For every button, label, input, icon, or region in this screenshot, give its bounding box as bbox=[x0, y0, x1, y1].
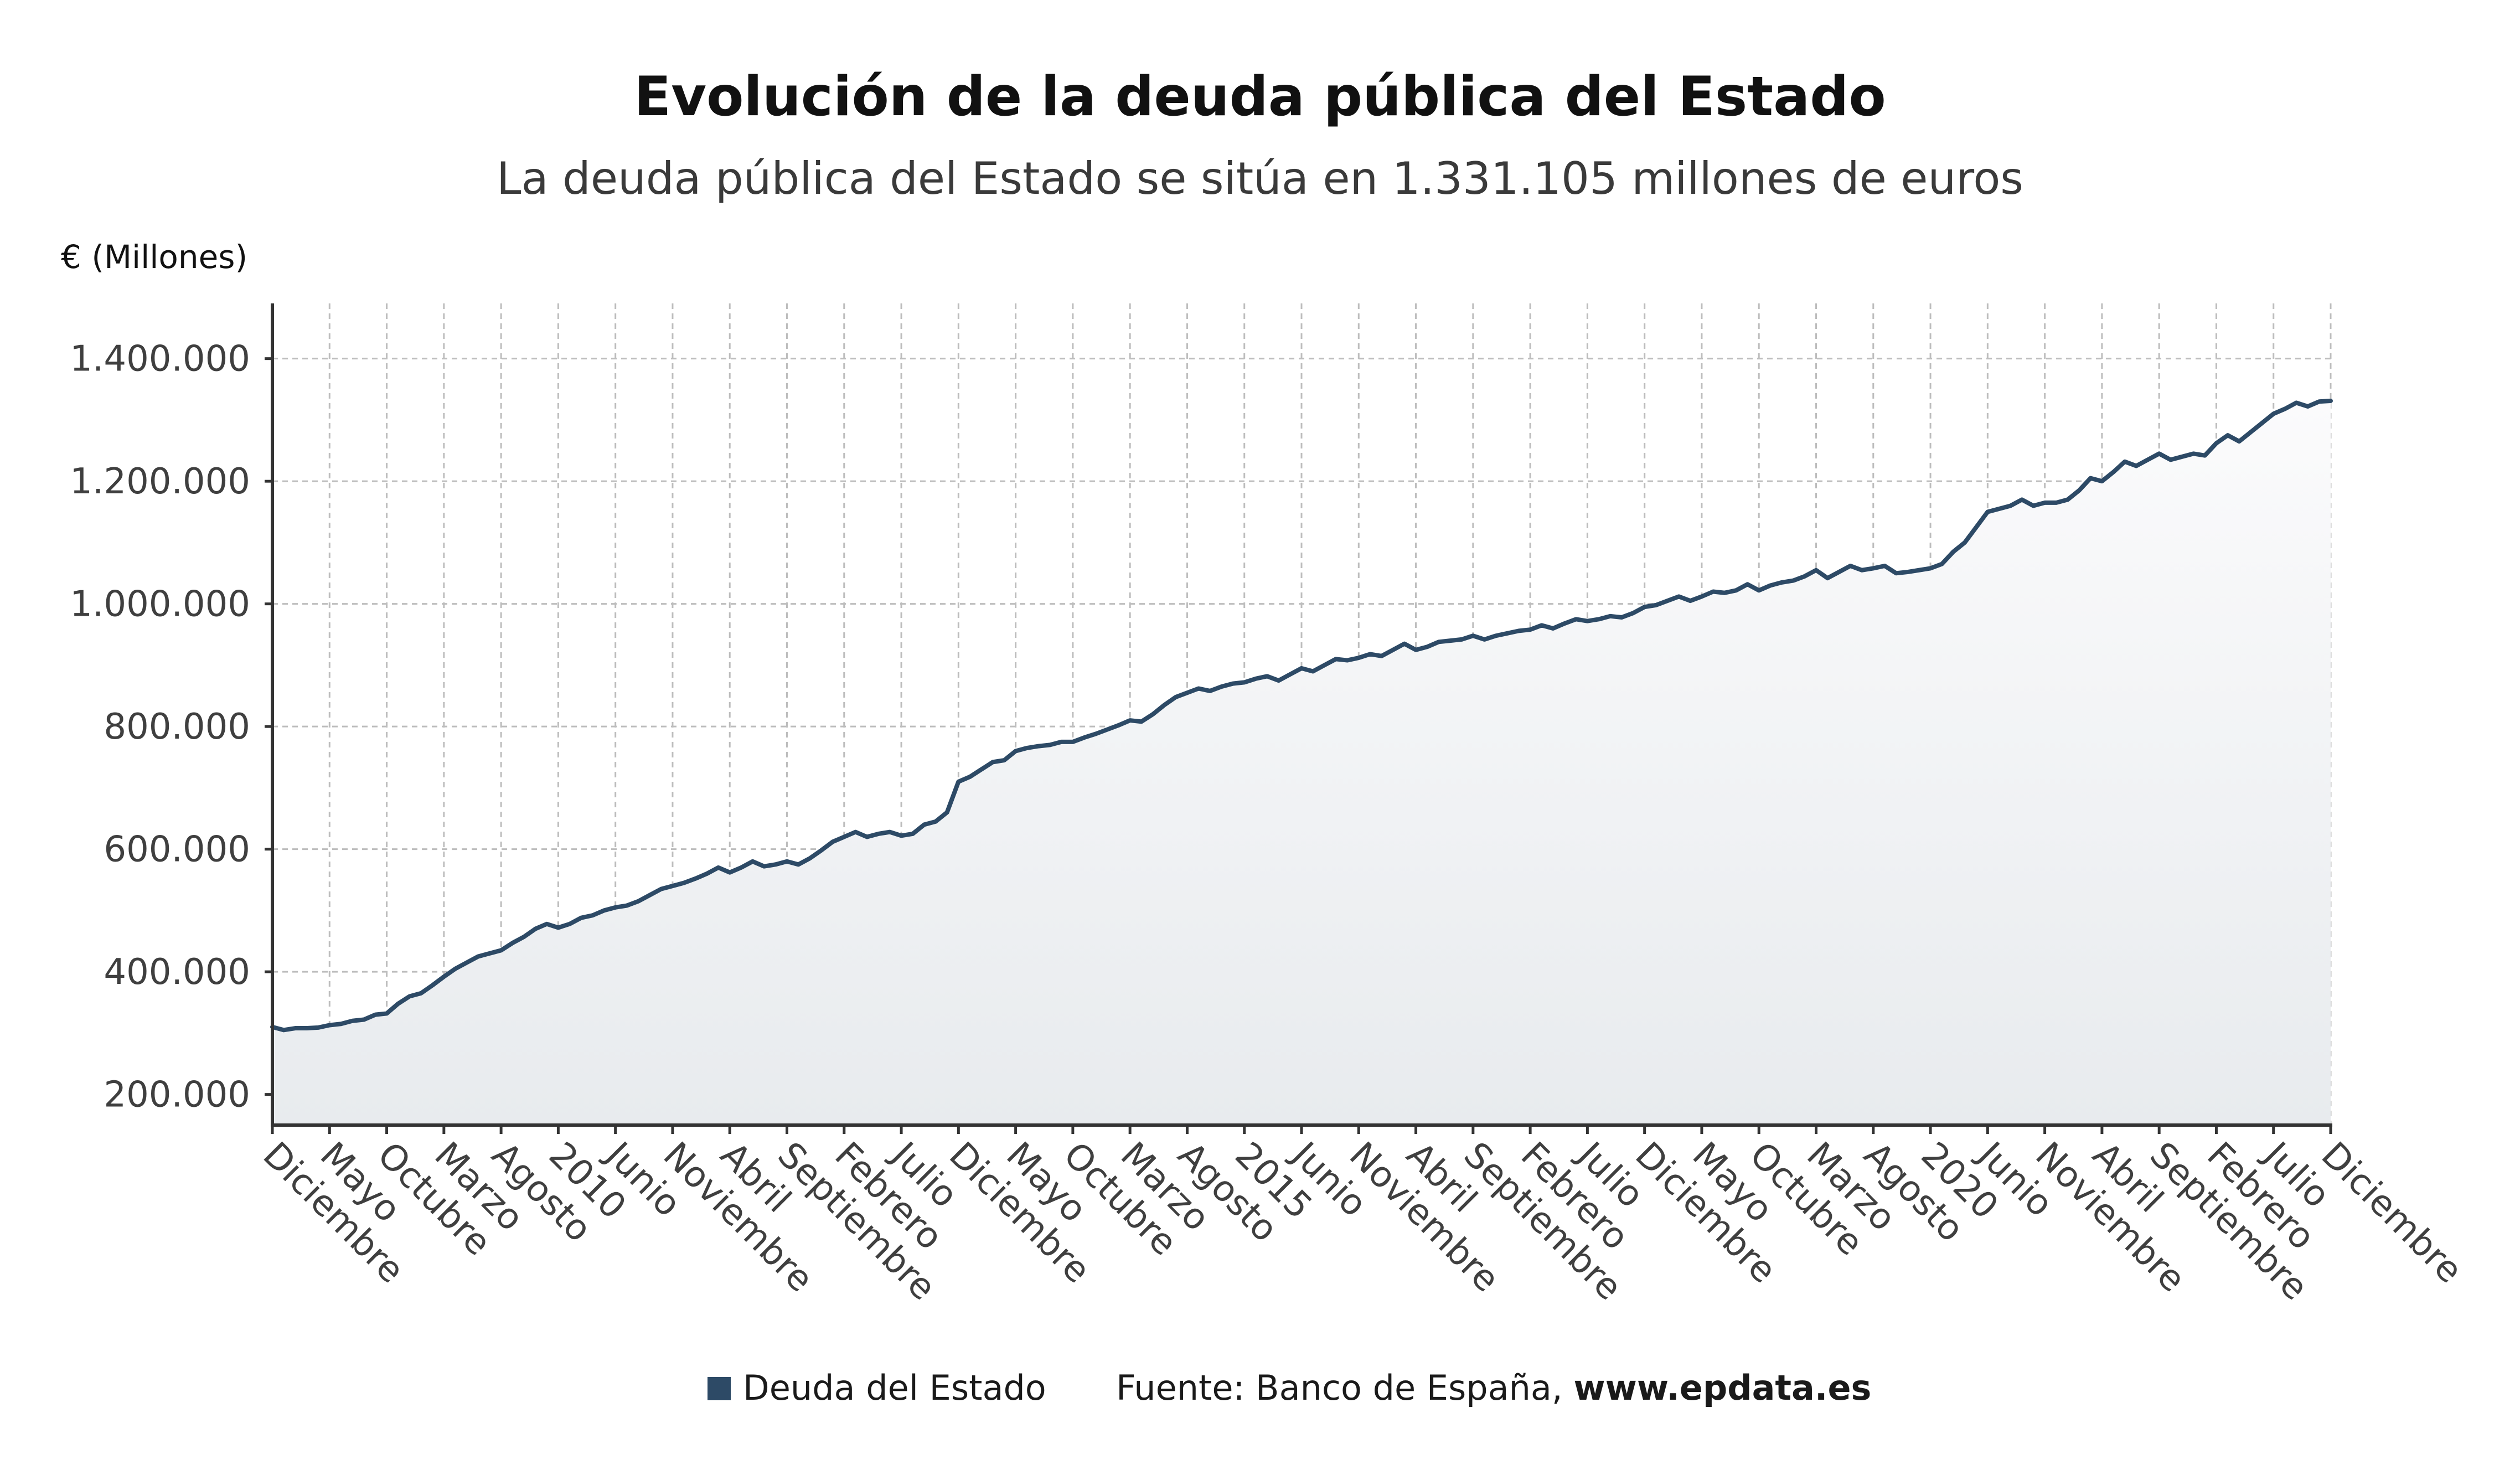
chart-subtitle: La deuda pública del Estado se sitúa en … bbox=[497, 153, 2023, 204]
y-tick-label: 400.000 bbox=[104, 952, 250, 993]
source-note: Fuente: Banco de España, www.epdata.es bbox=[1116, 1368, 1871, 1408]
legend: Deuda del Estado Fuente: Banco de España… bbox=[708, 1368, 1871, 1408]
y-tick-label: 200.000 bbox=[104, 1075, 250, 1116]
y-tick-label: 600.000 bbox=[104, 829, 250, 870]
series-line bbox=[270, 398, 2333, 1033]
chart-title: Evolución de la deuda pública del Estado bbox=[634, 65, 1886, 128]
legend-series-label: Deuda del Estado bbox=[743, 1368, 1046, 1408]
series-area bbox=[272, 400, 2331, 1125]
x-tick-label: Diciembre bbox=[2314, 1135, 2470, 1291]
source-prefix: Fuente: Banco de España, bbox=[1116, 1368, 1573, 1408]
y-tick-label: 1.400.000 bbox=[70, 339, 250, 380]
y-axis-ticks: 200.000 400.000 600.000 800.000 1.000.000 1.2… bbox=[70, 339, 272, 1116]
x-axis-ticks: DiciembreMayoOctubreMarzoAgosto2010Junio… bbox=[255, 1125, 2470, 1308]
y-axis-unit-label: € (Millones) bbox=[61, 238, 247, 276]
y-tick-label: 800.000 bbox=[104, 707, 250, 747]
legend-swatch bbox=[708, 1377, 731, 1400]
y-tick-label: 1.200.000 bbox=[70, 461, 250, 502]
source-link[interactable]: www.epdata.es bbox=[1573, 1368, 1871, 1408]
y-tick-label: 1.000.000 bbox=[70, 584, 250, 625]
